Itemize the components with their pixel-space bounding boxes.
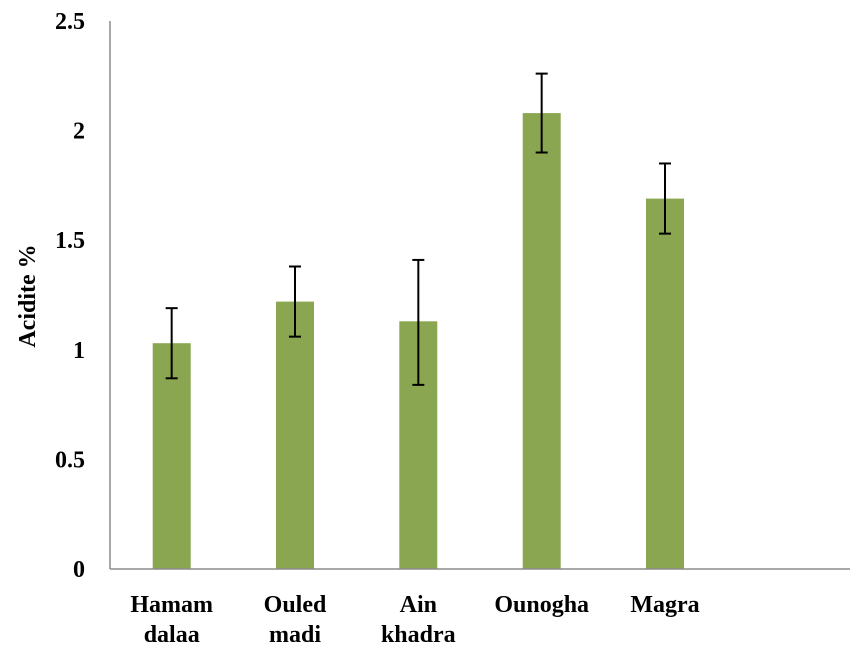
y-axis-title-group: Acidite %	[15, 244, 41, 347]
x-category-label-1: Ouled madi	[264, 592, 327, 648]
x-category-label-line: Ain	[400, 592, 437, 618]
bar-0	[152, 343, 191, 569]
y-tick-label: 1	[73, 338, 85, 364]
bar-4	[646, 198, 684, 569]
x-category-label-4: Magra	[630, 592, 699, 618]
error-bar-4	[659, 162, 671, 235]
bar-3	[522, 113, 561, 569]
error-bar-0	[165, 307, 178, 380]
x-category-labels: Hamam dalaa Ouled madi Ain khadra Ounogha Magra	[130, 592, 699, 648]
y-axis-title: Acidite %	[15, 244, 41, 347]
y-tick-label: 2	[73, 119, 85, 145]
x-category-label-line: Ounogha	[494, 592, 589, 618]
error-bar-1	[289, 265, 301, 338]
bars-layer	[152, 113, 684, 569]
error-bars-layer	[165, 72, 671, 386]
y-tick-label: 2.5	[55, 9, 85, 35]
x-category-label-line: Magra	[630, 592, 699, 618]
y-tick-label: 1.5	[55, 228, 85, 254]
y-tick-label: 0	[73, 557, 85, 583]
x-category-label-line: khadra	[381, 622, 456, 648]
error-bar-2	[412, 258, 425, 386]
x-category-label-line: madi	[269, 622, 321, 648]
x-category-label-line: Ouled	[264, 592, 327, 618]
x-category-label-3: Ounogha	[494, 592, 589, 618]
axes-layer	[109, 21, 850, 570]
error-bar-3	[535, 72, 548, 154]
x-category-label-0: Hamam dalaa	[130, 592, 213, 648]
y-tick-label: 0.5	[55, 447, 85, 473]
x-category-label-2: Ain khadra	[381, 592, 456, 648]
y-tick-labels: 0 0.5 1 1.5 2 2.5	[55, 9, 85, 583]
bar-1	[276, 301, 314, 569]
x-category-label-line: Hamam	[130, 592, 213, 618]
x-category-label-line: dalaa	[144, 622, 200, 648]
